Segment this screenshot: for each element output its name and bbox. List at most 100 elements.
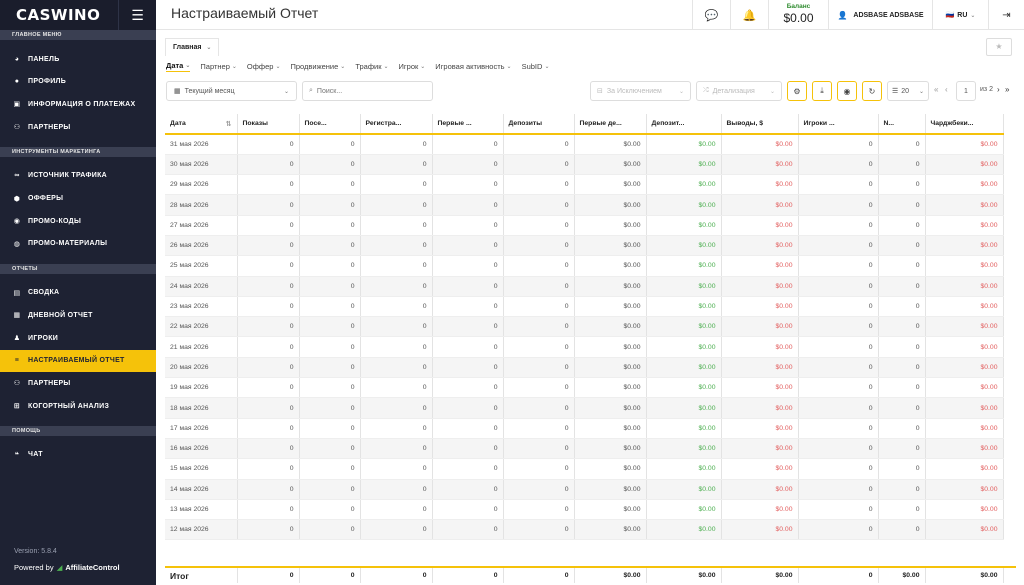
group-by-option[interactable]: Продвижение ⌄ (290, 60, 345, 72)
group-by-option[interactable]: Дата ⌄ (166, 60, 191, 72)
table-cell: 0 (237, 397, 300, 419)
calendar-icon: ▦ (174, 88, 181, 95)
table-cell: $0.00 (646, 276, 722, 297)
table-row[interactable]: 25 мая 2026 0 0 0 0 0 $0.00 $0.00 $0.00 0 0 $0.00 (165, 255, 1004, 277)
logout-button[interactable]: ⇥ (988, 0, 1024, 30)
exclusions-select[interactable]: ⊟ За Исключением ⌄ (590, 81, 691, 101)
table-cell: $0.00 (721, 154, 799, 176)
sort-icon[interactable]: ⇅ (225, 120, 232, 128)
table-row[interactable]: 29 мая 2026 0 0 0 0 0 $0.00 $0.00 $0.00 0 0 $0.00 (165, 174, 1004, 196)
table-row[interactable]: 23 мая 2026 0 0 0 0 0 $0.00 $0.00 $0.00 0 0 $0.00 (165, 296, 1004, 318)
group-by-option[interactable]: Оффер ⌄ (247, 60, 281, 72)
table-row[interactable]: 12 мая 2026 0 0 0 0 0 $0.00 $0.00 $0.00 0 0 $0.00 (165, 519, 1004, 541)
table-cell: 0 (432, 519, 504, 541)
table-cell: $0.00 (925, 479, 1004, 500)
table-cell: $0.00 (646, 316, 722, 338)
column-header-label: N... (883, 120, 895, 127)
page-size-select[interactable]: ☰ 20 ⌄ (887, 81, 929, 101)
column-header[interactable]: Депозиты (503, 114, 575, 135)
language-selector[interactable]: 🇷🇺 RU ⌄ (932, 0, 988, 30)
table-row[interactable]: 22 мая 2026 0 0 0 0 0 $0.00 $0.00 $0.00 0 0 $0.00 (165, 316, 1004, 338)
table-cell: 0 (299, 174, 361, 196)
group-by-option[interactable]: Партнер ⌄ (200, 60, 237, 72)
sidebar-item[interactable]: ◉ ПРОМО-КОДЫ (0, 210, 156, 232)
sidebar-item[interactable]: ◍ ПРОМО-МАТЕРИАЛЫ (0, 233, 156, 255)
first-page-icon[interactable]: « (934, 85, 939, 94)
last-page-icon[interactable]: » (1005, 85, 1010, 94)
sidebar-item[interactable]: ♟ ИГРОКИ (0, 327, 156, 349)
sidebar-item[interactable]: ⊞ КОГОРТНЫЙ АНАЛИЗ (0, 395, 156, 417)
table-row[interactable]: 28 мая 2026 0 0 0 0 0 $0.00 $0.00 $0.00 0 0 $0.00 (165, 194, 1004, 216)
sidebar-item[interactable]: ▦ ДНЕВНОЙ ОТЧЕТ (0, 304, 156, 326)
table-row[interactable]: 17 мая 2026 0 0 0 0 0 $0.00 $0.00 $0.00 0 0 $0.00 (165, 418, 1004, 439)
column-header[interactable]: Посе... (299, 114, 361, 135)
preview-button[interactable]: ◉ (837, 81, 857, 101)
menu-toggle-icon[interactable]: ☰ (118, 0, 156, 30)
column-header[interactable]: Дата ⇅ (165, 114, 238, 135)
sidebar-item[interactable]: ⚇ ПАРТНЕРЫ (0, 372, 156, 394)
sidebar-item[interactable]: ◕ ПАНЕЛЬ (0, 48, 156, 70)
chat-button[interactable]: 💬 (692, 0, 730, 30)
group-by-option[interactable]: Трафик ⌄ (355, 60, 388, 72)
detail-select[interactable]: ⤮ Детализация ⌄ (696, 81, 782, 101)
sidebar-item[interactable]: ❝ ЧАТ (0, 444, 156, 466)
column-header[interactable]: Чарджбеки... (925, 114, 1004, 135)
column-header[interactable]: Игроки ... (798, 114, 879, 135)
table-row[interactable]: 19 мая 2026 0 0 0 0 0 $0.00 $0.00 $0.00 0 0 $0.00 (165, 377, 1004, 399)
search-input[interactable] (316, 87, 417, 95)
table-cell: 30 мая 2026 (165, 154, 238, 176)
sidebar-item[interactable]: ⬢ ОФФЕРЫ (0, 188, 156, 210)
sidebar-item[interactable]: ● ПРОФИЛЬ (0, 71, 156, 93)
table-row[interactable]: 26 мая 2026 0 0 0 0 0 $0.00 $0.00 $0.00 0 0 $0.00 (165, 235, 1004, 257)
table-row[interactable]: 20 мая 2026 0 0 0 0 0 $0.00 $0.00 $0.00 0 0 $0.00 (165, 357, 1004, 379)
next-page-icon[interactable]: › (997, 85, 1000, 94)
column-header[interactable]: Первые де... (574, 114, 647, 135)
prev-page-icon[interactable]: ‹ (945, 85, 948, 94)
table-cell: $0.00 (721, 194, 799, 216)
table-cell: 0 (503, 479, 575, 500)
table-row[interactable]: 15 мая 2026 0 0 0 0 0 $0.00 $0.00 $0.00 0 0 $0.00 (165, 458, 1004, 480)
table-row[interactable]: 13 мая 2026 0 0 0 0 0 $0.00 $0.00 $0.00 0 0 $0.00 (165, 499, 1004, 521)
table-cell: $0.00 (925, 397, 1004, 419)
table-row[interactable]: 24 мая 2026 0 0 0 0 0 $0.00 $0.00 $0.00 0 0 $0.00 (165, 276, 1004, 297)
table-row[interactable]: 31 мая 2026 0 0 0 0 0 $0.00 $0.00 $0.00 0 0 $0.00 (165, 134, 1004, 155)
table-row[interactable]: 14 мая 2026 0 0 0 0 0 $0.00 $0.00 $0.00 0 0 $0.00 (165, 479, 1004, 500)
group-by-option[interactable]: SubID ⌄ (522, 60, 550, 72)
page-input[interactable]: 1 (956, 81, 976, 101)
table-row[interactable]: 30 мая 2026 0 0 0 0 0 $0.00 $0.00 $0.00 0 0 $0.00 (165, 154, 1004, 176)
settings-button[interactable]: ⚙ (787, 81, 807, 101)
group-by-option[interactable]: Игровая активность ⌄ (435, 60, 511, 72)
table-cell: $0.00 (574, 519, 647, 541)
refresh-button[interactable]: ↻ (862, 81, 882, 101)
tab-main[interactable]: Главная ⌄ (165, 38, 220, 56)
download-button[interactable]: ⤓ (812, 81, 832, 101)
column-header[interactable]: Выводы, $ (721, 114, 799, 135)
column-header[interactable]: N... (878, 114, 926, 135)
table-cell: $0.00 (721, 296, 799, 318)
column-header[interactable]: Первые ... (432, 114, 504, 135)
sidebar-item[interactable]: ≡ НАСТРАИВАЕМЫЙ ОТЧЕТ (0, 349, 156, 372)
table-cell: 0 (237, 276, 300, 297)
table-cell: $0.00 (925, 235, 1004, 257)
table-row[interactable]: 21 мая 2026 0 0 0 0 0 $0.00 $0.00 $0.00 0 0 $0.00 (165, 336, 1004, 358)
table-row[interactable]: 27 мая 2026 0 0 0 0 0 $0.00 $0.00 $0.00 0 0 $0.00 (165, 215, 1004, 236)
table-cell: $0.00 (646, 134, 722, 155)
column-header[interactable]: Депозит... (646, 114, 722, 135)
column-header[interactable]: Показы (237, 114, 300, 135)
sidebar-item[interactable]: ▣ ИНФОРМАЦИЯ О ПЛАТЕЖАХ (0, 93, 156, 115)
sidebar-item[interactable]: ∞ ИСТОЧНИК ТРАФИКА (0, 165, 156, 187)
sidebar-item[interactable]: ⚇ ПАРТНЕРЫ (0, 116, 156, 138)
table-cell: 0 (503, 276, 575, 297)
sidebar-item[interactable]: ▤ СВОДКА (0, 282, 156, 304)
group-by-option[interactable]: Игрок ⌄ (399, 60, 426, 72)
column-header[interactable]: Регистра... (360, 114, 433, 135)
table-row[interactable]: 16 мая 2026 0 0 0 0 0 $0.00 $0.00 $0.00 0 0 $0.00 (165, 438, 1004, 460)
column-header-label: Депозит... (651, 120, 685, 127)
notifications-button[interactable]: 🔔 (730, 0, 768, 30)
table-cell: 0 (432, 134, 504, 155)
table-cell: $0.00 (574, 377, 647, 399)
period-select[interactable]: ▦ Текущий месяц ⌄ (166, 81, 297, 101)
user-menu[interactable]: 👤 ADSBASE ADSBASE (828, 0, 932, 30)
table-row[interactable]: 18 мая 2026 0 0 0 0 0 $0.00 $0.00 $0.00 0 0 $0.00 (165, 397, 1004, 419)
favorite-button[interactable]: ★ (986, 38, 1012, 56)
